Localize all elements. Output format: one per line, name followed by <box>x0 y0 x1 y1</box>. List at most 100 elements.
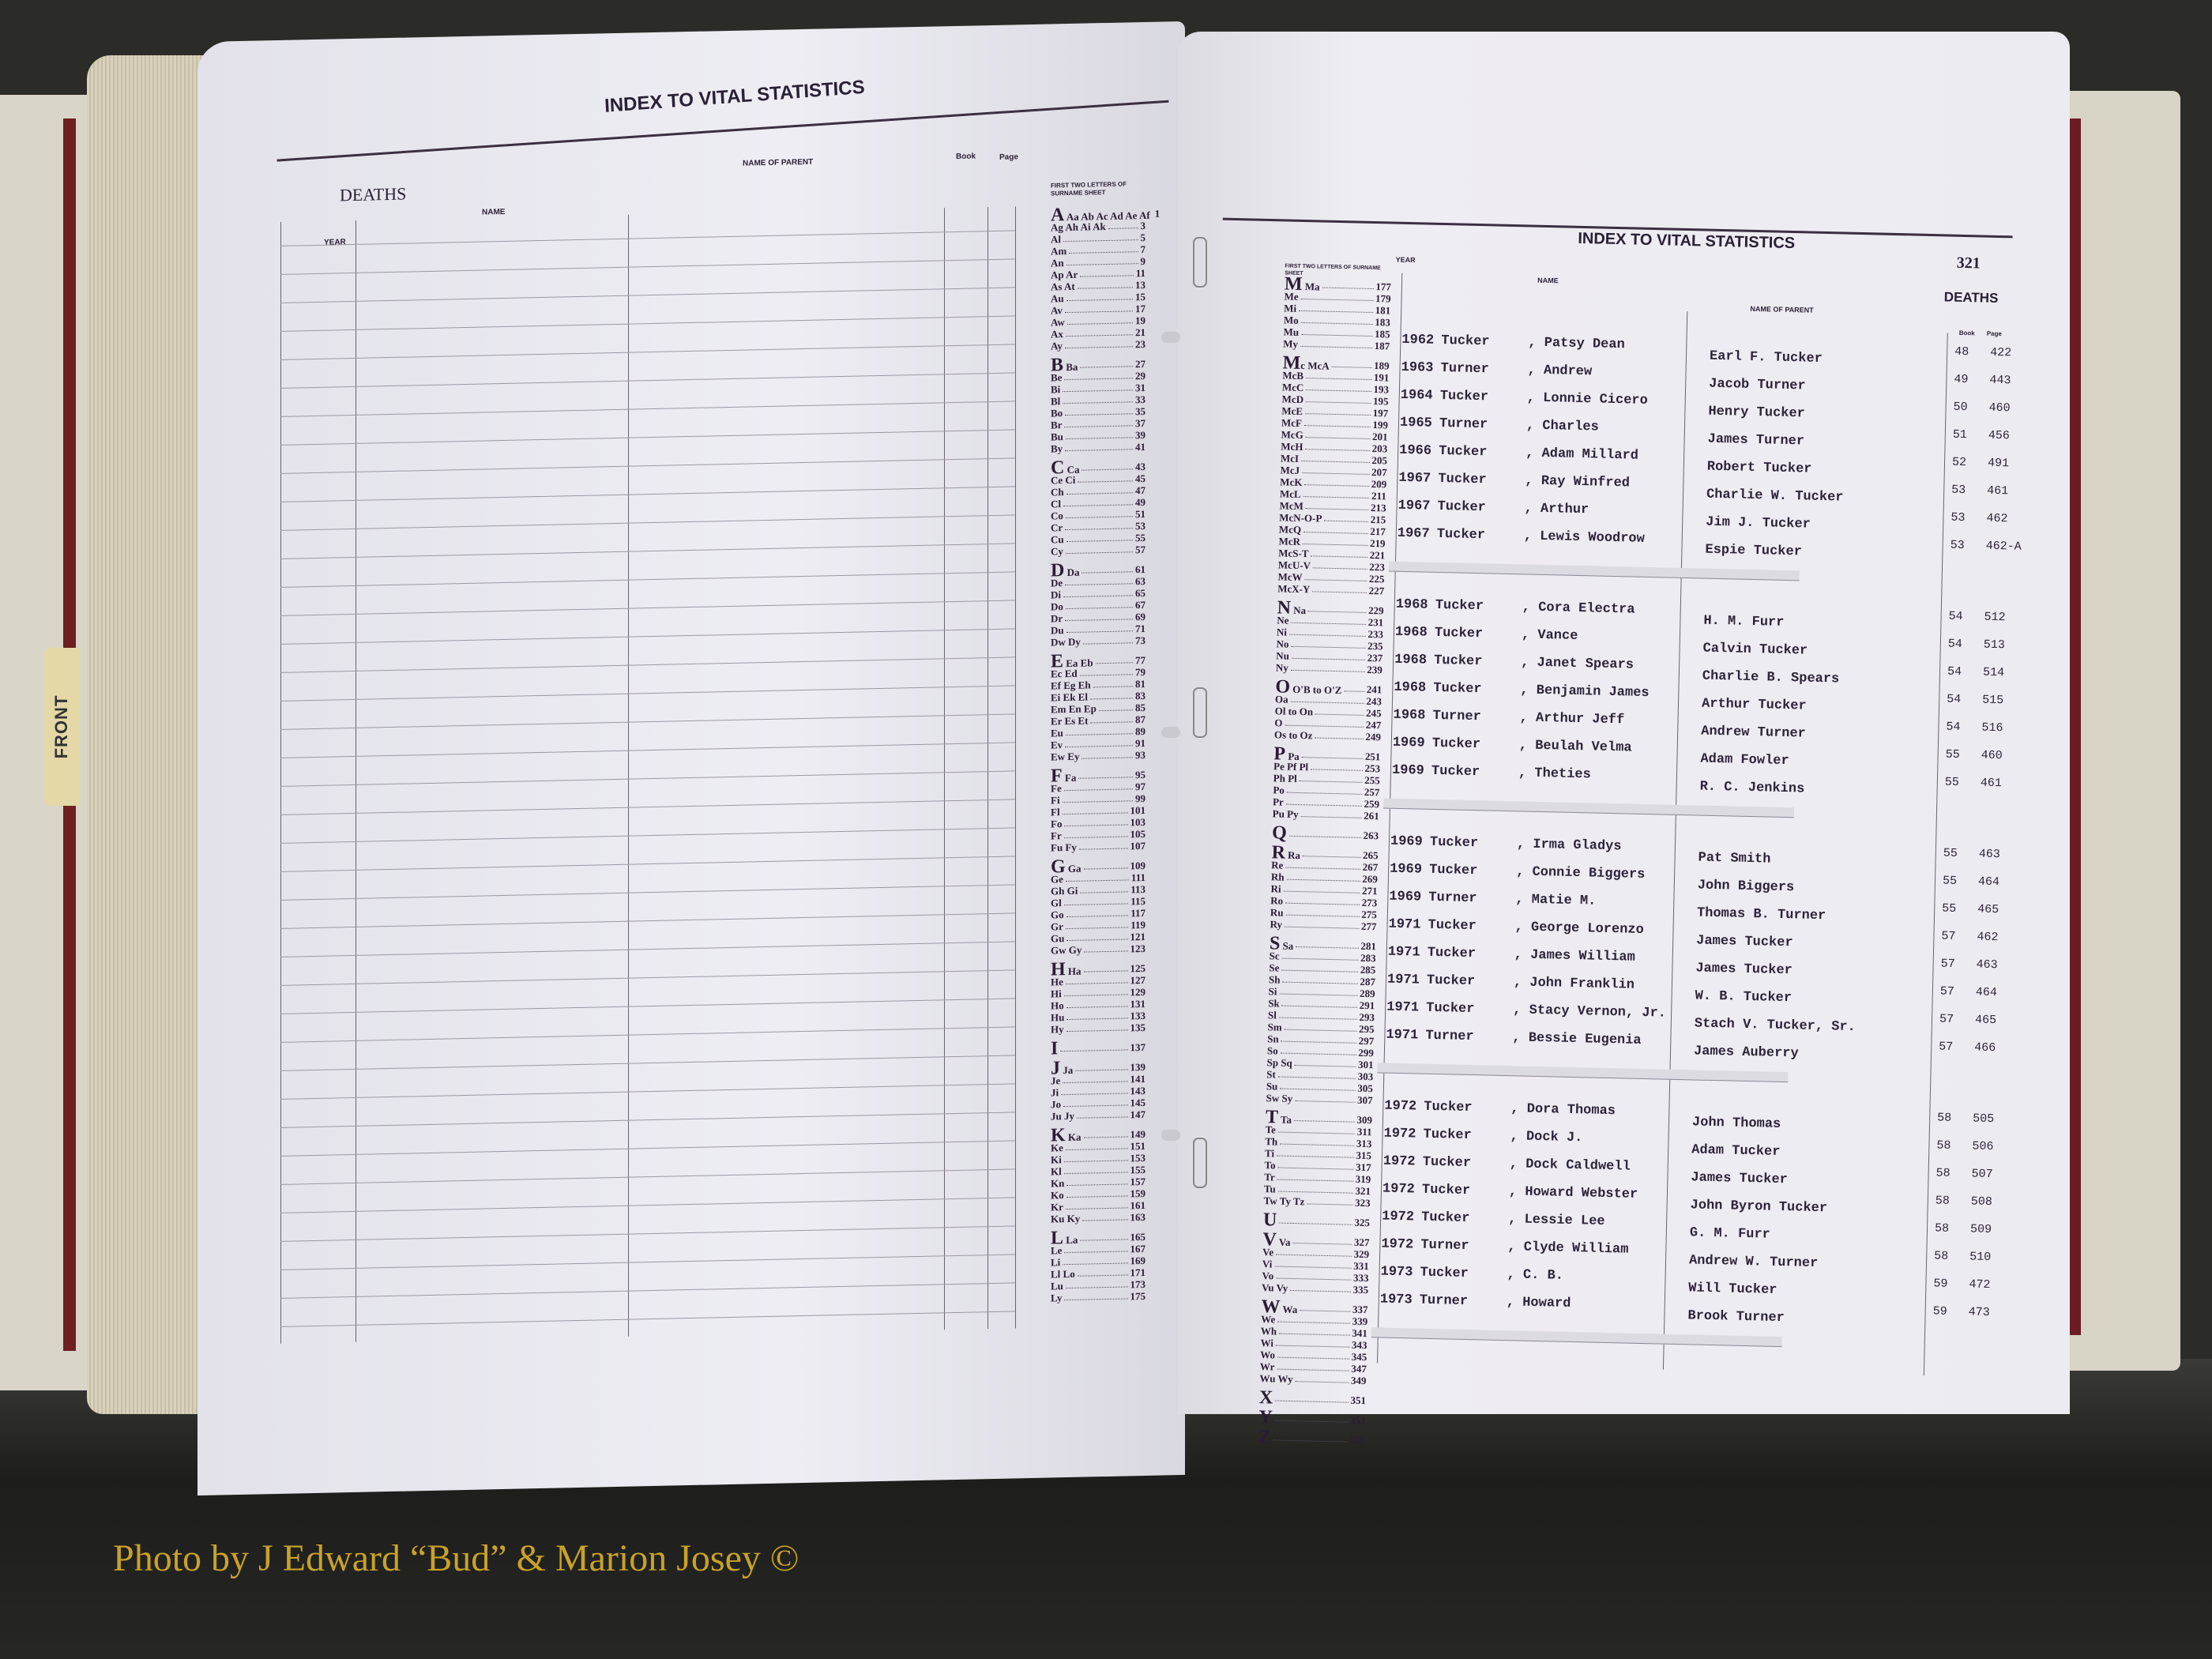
index-sheet-number: 99 <box>1135 792 1146 805</box>
index-letters: Ku Ky <box>1051 1212 1081 1225</box>
entry-page: 460 <box>1981 748 2003 763</box>
index-letters: N Na <box>1277 597 1307 619</box>
divider-tab-front[interactable]: FRONT <box>44 648 79 806</box>
entry-surname: Tucker <box>1428 862 1478 879</box>
index-sheet-number: 141 <box>1130 1072 1146 1085</box>
index-letters: St <box>1266 1068 1276 1081</box>
dot-leader <box>1063 393 1133 404</box>
page-title: INDEX TO VITAL STATISTICS <box>1578 229 1796 253</box>
dot-leader <box>1315 705 1364 716</box>
ledger-line <box>280 571 1015 588</box>
entry-parent: Calvin Tucker <box>1702 641 1808 659</box>
entry-given: , Arthur <box>1524 501 1589 518</box>
index-sheet-number: 145 <box>1130 1096 1146 1109</box>
index-letters: Cy <box>1051 545 1063 558</box>
index-letters: Dw Dy <box>1051 635 1081 649</box>
index-letters: No <box>1276 638 1289 650</box>
index-letters: McE <box>1281 404 1304 418</box>
entry-page: 456 <box>1988 428 2011 443</box>
entry-page: 510 <box>1969 1250 1992 1265</box>
index-letters: Ju Jy <box>1051 1109 1074 1123</box>
index-letters: Hu <box>1051 1011 1065 1024</box>
index-letters: Ef Eg Eh <box>1051 679 1091 692</box>
index-letters: Du <box>1051 624 1064 637</box>
dot-leader <box>1275 1392 1349 1403</box>
index-sheet-number: 183 <box>1375 316 1391 329</box>
entry-parent: Charlie B. Spears <box>1702 668 1840 687</box>
index-letters: Sp Sq <box>1266 1056 1292 1069</box>
index-sheet-number: 105 <box>1130 827 1146 841</box>
index-letters: P Pa <box>1273 743 1300 765</box>
index-sheet-number: 343 <box>1351 1338 1367 1352</box>
index-letters: Cr <box>1051 521 1063 534</box>
dot-leader <box>1063 1073 1128 1084</box>
index-sheet-number: 77 <box>1135 653 1146 667</box>
dot-leader <box>1064 1290 1128 1301</box>
index-letters: McD <box>1281 393 1304 406</box>
index-letters: Sk <box>1268 997 1280 1010</box>
ledger-line <box>280 1311 1015 1327</box>
entry-page: 507 <box>1971 1167 1993 1182</box>
entry-year: 1966 <box>1398 442 1432 459</box>
entry-page: 491 <box>1987 456 2010 471</box>
index-sheet-number: 255 <box>1364 773 1380 787</box>
dot-leader <box>1277 1159 1354 1170</box>
entry-book: 54 <box>1946 720 1961 735</box>
index-letters: Al <box>1051 233 1061 246</box>
ledger-line <box>280 230 1015 246</box>
entry-year: 1972 <box>1381 1236 1414 1253</box>
index-sheet-number: 313 <box>1356 1137 1372 1150</box>
index-sheet-number: 291 <box>1359 999 1375 1012</box>
index-entry: Ew Ey 93 <box>1051 749 1146 763</box>
dot-leader <box>1064 303 1133 314</box>
index-letters: Gr <box>1051 920 1063 933</box>
dot-leader <box>1277 1123 1356 1134</box>
ledger-line <box>280 486 1015 502</box>
dot-leader <box>1286 871 1360 882</box>
index-sheet-number: 305 <box>1357 1082 1374 1095</box>
index-letters: Oa <box>1274 693 1288 705</box>
ledger-line <box>280 912 1015 929</box>
index-sheet-number: 51 <box>1135 507 1146 521</box>
index-sheet-number: 335 <box>1352 1283 1369 1296</box>
entry-given: , Benjamin James <box>1520 683 1650 702</box>
entry-surname: Tucker <box>1439 388 1489 405</box>
dot-leader <box>1294 1056 1356 1067</box>
entry-book: 57 <box>1939 984 1955 999</box>
entry-given: , James William <box>1514 947 1635 965</box>
index-sheet-number: 7 <box>1140 243 1146 256</box>
index-letters: Ni <box>1276 626 1288 638</box>
index-letters: Th <box>1265 1135 1278 1148</box>
dot-leader <box>1303 848 1361 858</box>
entry-surname: Tucker <box>1435 597 1484 615</box>
index-letters: Fi <box>1051 794 1060 807</box>
index-sheet-number: 257 <box>1364 785 1380 799</box>
index-letters: McX-Y <box>1277 582 1311 596</box>
index-letters: M Ma <box>1284 273 1320 295</box>
dot-leader <box>1065 737 1133 748</box>
group-separator <box>1377 1063 1789 1083</box>
index-letters: Vi <box>1262 1258 1273 1270</box>
col-header-book: Book <box>956 152 976 161</box>
dot-leader <box>1065 919 1129 930</box>
index-entry: Pu Py 261 <box>1273 807 1379 822</box>
index-letters: Si <box>1268 985 1277 998</box>
dot-leader <box>1306 393 1371 404</box>
entry-year: 1969 <box>1389 861 1423 878</box>
dot-leader <box>1300 1302 1351 1312</box>
index-letters: Bu <box>1051 431 1063 443</box>
index-sheet-number: 85 <box>1135 701 1146 714</box>
entry-year: 1963 <box>1401 359 1434 376</box>
entry-surname: Tucker <box>1425 1000 1475 1018</box>
binder-ring <box>1161 727 1180 738</box>
index-sheet-number: 193 <box>1373 383 1390 396</box>
index-sheet-number: 311 <box>1356 1125 1372 1138</box>
index-sheet-number: 123 <box>1130 942 1146 955</box>
entry-book: 55 <box>1944 775 1960 789</box>
surname-index-m-z: M Ma 177 Me 179 Mi 181 Mo 183 Mu 185 My 187 Mc McA 18… <box>1258 270 1392 1447</box>
entry-page: 515 <box>1982 693 2004 708</box>
index-letters: McK <box>1280 476 1303 489</box>
entry-parent: John Biggers <box>1697 878 1795 896</box>
index-sheet-number: 331 <box>1353 1259 1369 1273</box>
index-letters: D Da <box>1051 560 1080 581</box>
